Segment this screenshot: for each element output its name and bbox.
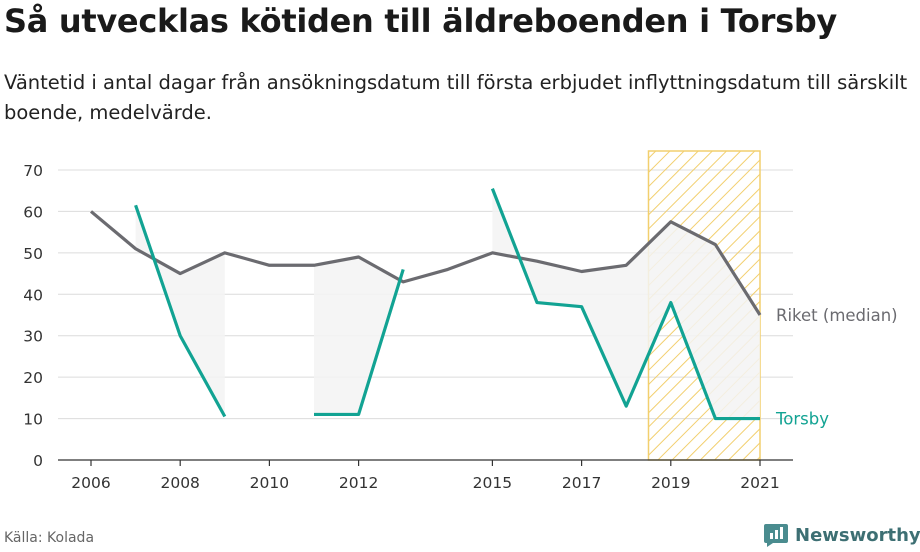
x-tick-label: 2010: [250, 474, 289, 492]
y-tick-label: 10: [23, 411, 43, 429]
x-tick-label: 2017: [562, 474, 601, 492]
x-axis-ticks: 2006 2008 2010 2012 2015 2017 2019 2021: [71, 460, 780, 492]
x-tick-label: 2008: [160, 474, 199, 492]
y-tick-label: 70: [23, 162, 43, 180]
x-tick-label: 2021: [740, 474, 779, 492]
difference-area: [492, 188, 760, 419]
y-tick-label: 20: [23, 369, 43, 387]
x-tick-label: 2006: [71, 474, 110, 492]
series-line-torsby: [134, 204, 227, 418]
series-line-riket: [89, 210, 762, 316]
x-tick-label: 2015: [473, 474, 512, 492]
series-label: Torsby: [775, 410, 829, 429]
series-lines: [89, 188, 762, 421]
difference-area: [135, 205, 225, 417]
difference-fill: [135, 188, 760, 419]
series-line-torsby: [314, 268, 405, 417]
series-labels: Riket (median) Torsby: [775, 306, 898, 429]
chart-title: Så utvecklas kötiden till äldreboenden i…: [4, 2, 837, 40]
x-tick-label: 2012: [339, 474, 378, 492]
series-line-torsby: [490, 188, 760, 421]
brand-logo: Newsworthy: [763, 520, 920, 550]
chart-subtitle: Väntetid i antal dagar från ansökningsda…: [4, 71, 908, 124]
y-tick-label: 50: [23, 245, 43, 263]
x-tick-label: 2019: [651, 474, 690, 492]
series-label: Riket (median): [776, 306, 898, 325]
difference-area: [314, 257, 404, 415]
y-tick-label: 40: [23, 286, 43, 304]
y-axis-ticks: 0 10 20 30 40 50 60 70: [23, 162, 43, 470]
y-tick-label: 60: [23, 203, 43, 221]
newsworthy-icon: [764, 524, 788, 547]
y-tick-label: 0: [33, 452, 43, 470]
y-tick-label: 30: [23, 328, 43, 346]
brand-name: Newsworthy: [795, 524, 920, 546]
source-note: Källa: Kolada: [4, 530, 95, 546]
